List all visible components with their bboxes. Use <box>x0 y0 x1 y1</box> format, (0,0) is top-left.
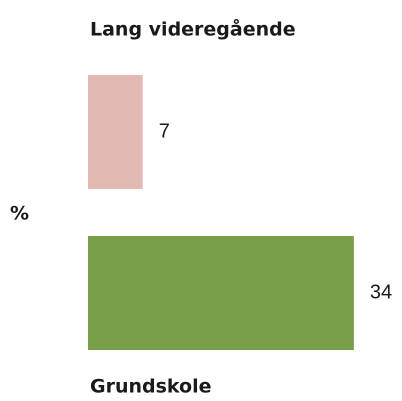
bar <box>88 75 143 189</box>
value-label: 7 <box>159 120 170 142</box>
bar <box>88 236 354 350</box>
category-label: Lang videregående <box>90 17 296 41</box>
axis-label: % <box>10 203 29 225</box>
value-label: 34 <box>370 281 392 303</box>
category-label: Grundskole <box>90 376 212 398</box>
